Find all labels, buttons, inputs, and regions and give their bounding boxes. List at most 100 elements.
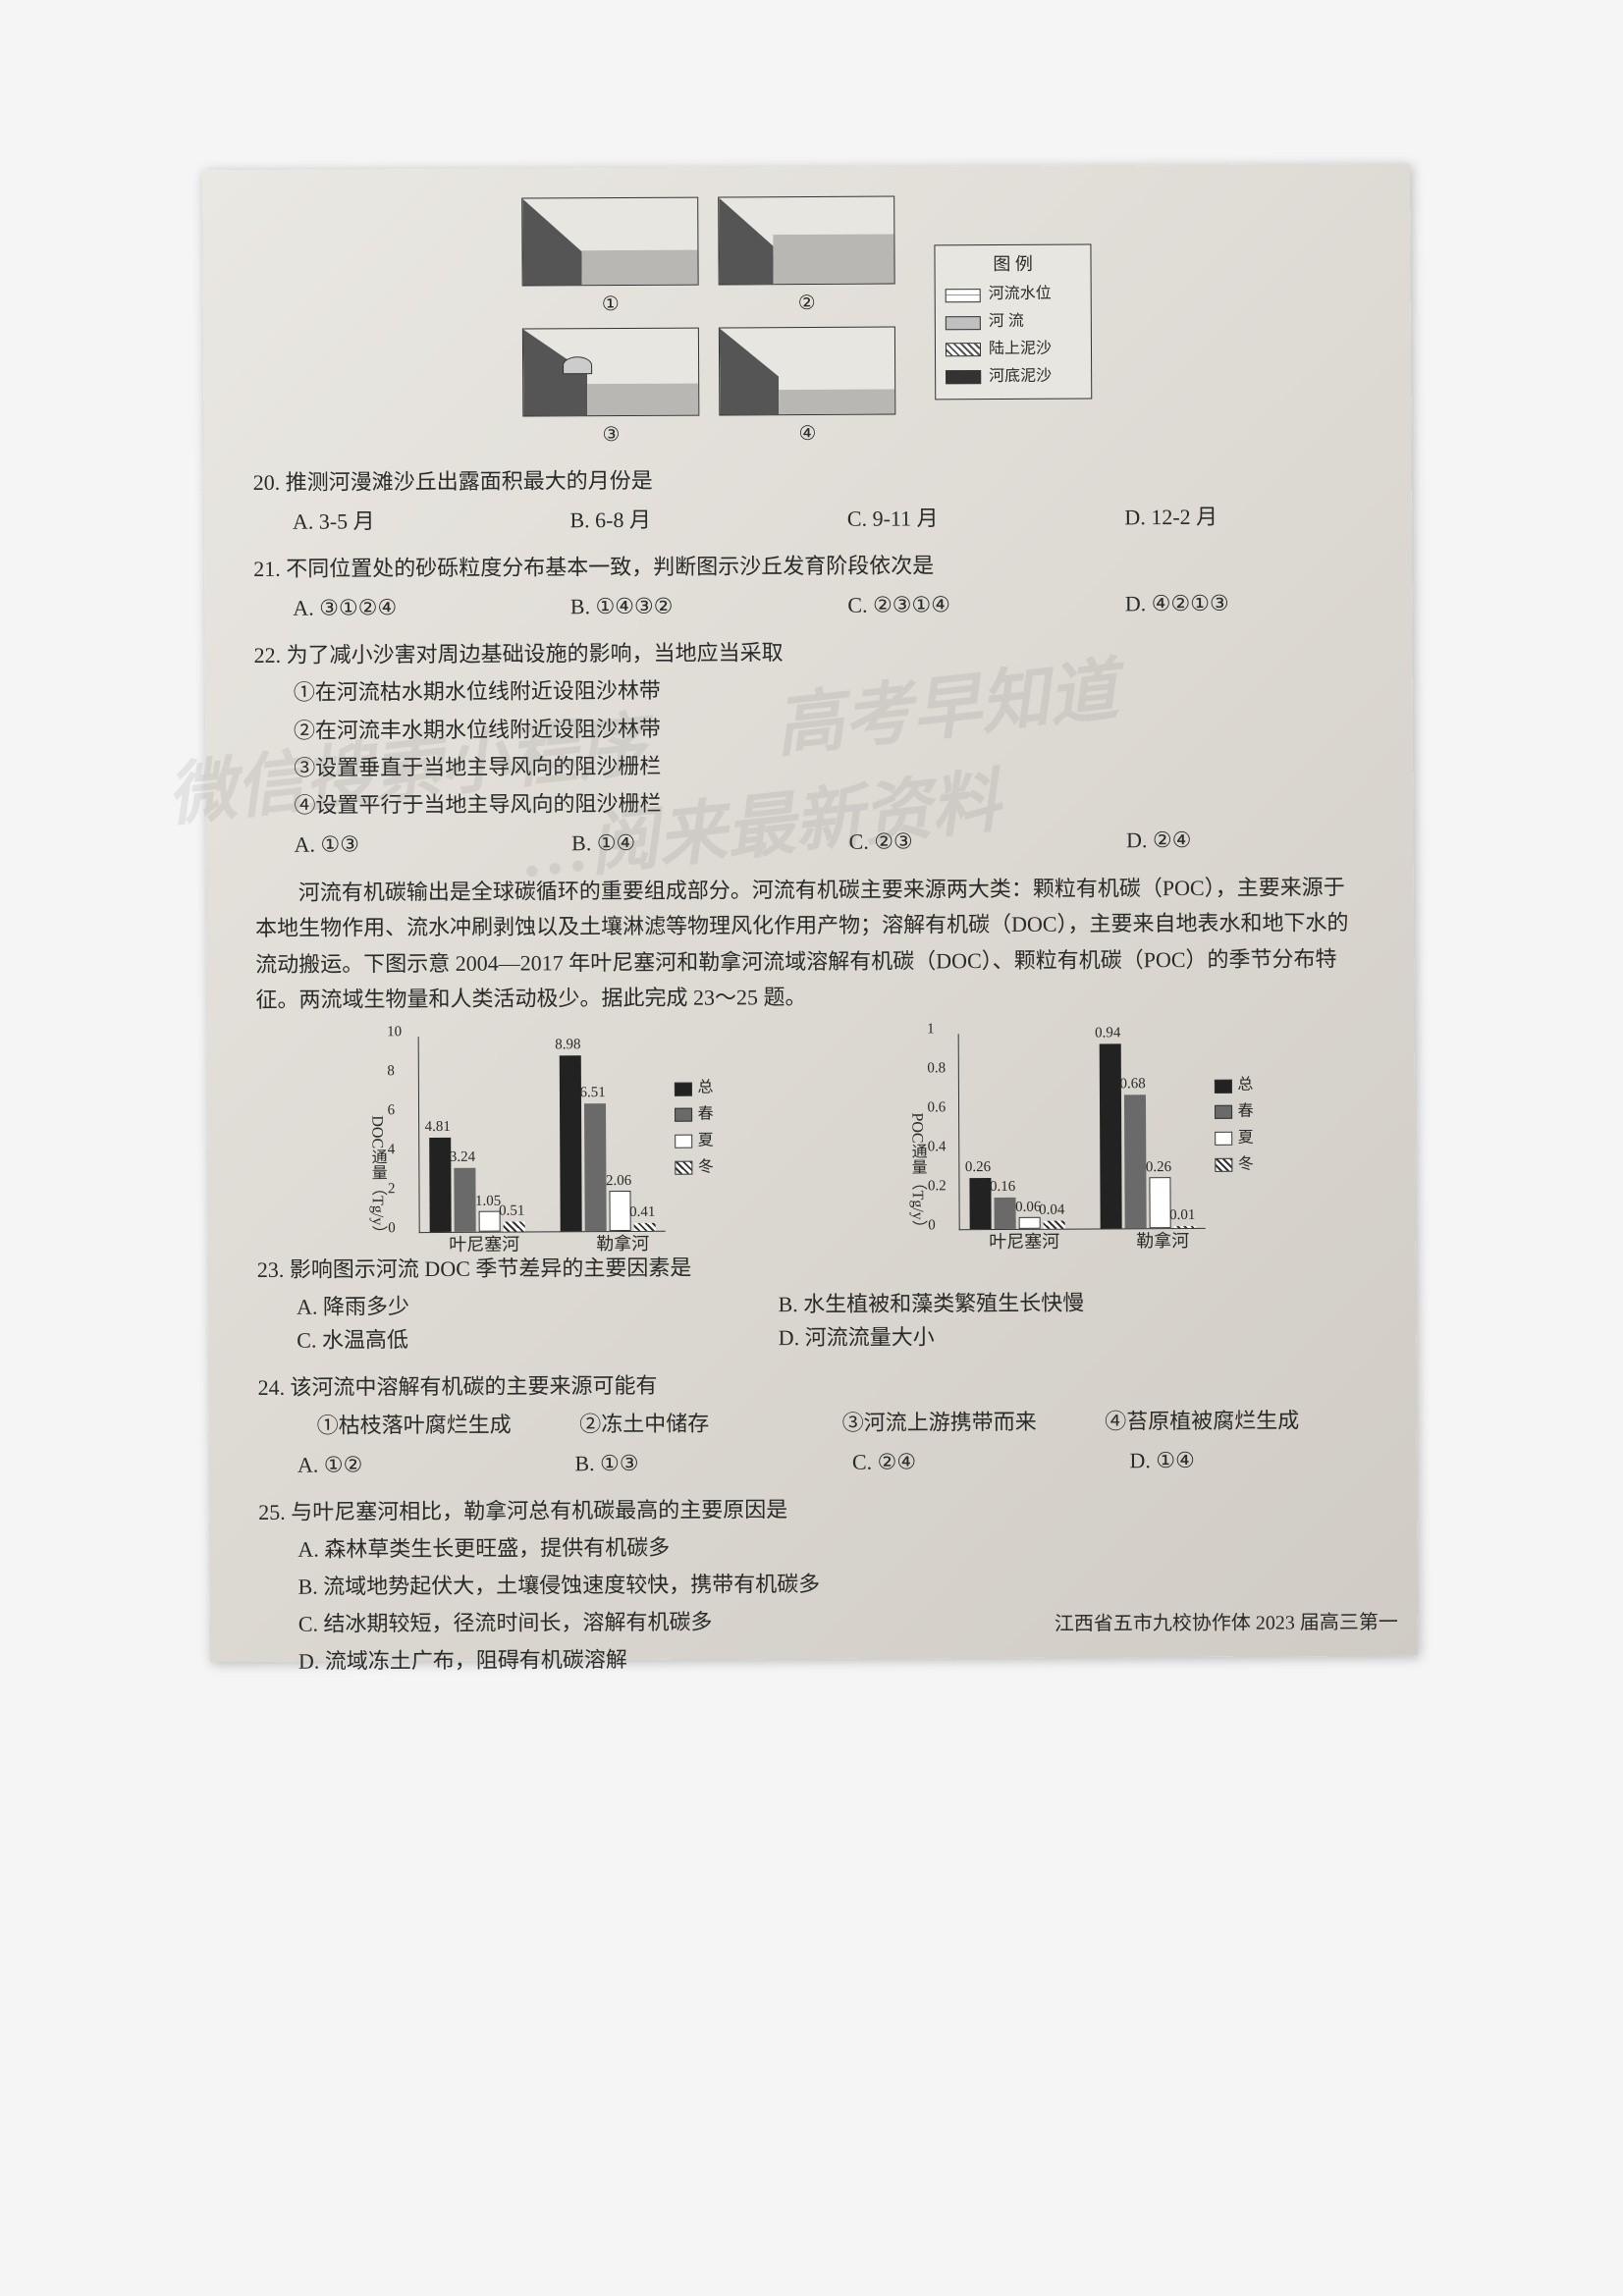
- chart-bar: 2.06: [609, 1191, 630, 1231]
- option-B: B. 水生植被和藻类繁殖生长快慢: [779, 1285, 1368, 1321]
- question-20: 20. 推测河漫滩沙丘出露面积最大的月份是 A. 3-5 月 B. 6-8 月 …: [253, 460, 1363, 539]
- sub-option: ①枯枝落叶腐烂生成: [317, 1408, 580, 1442]
- bar-value-label: 0.01: [1169, 1204, 1195, 1227]
- legend-swatch: [946, 370, 981, 384]
- chart-bar: 0.68: [1123, 1095, 1146, 1228]
- option-A: A. ①②: [298, 1447, 536, 1481]
- bar-value-label: 6.51: [579, 1082, 605, 1104]
- legend-swatch: [1215, 1079, 1232, 1093]
- question-stem: 22. 为了减小沙害对周边基础设施的影响，当地应当采取: [254, 633, 1364, 672]
- bar-group: 0.260.160.060.04叶尼塞河0.940.680.260.01勒拿河0…: [957, 1033, 1205, 1230]
- bar-value-label: 0.94: [1095, 1022, 1120, 1044]
- chart-bar: 0.51: [503, 1221, 524, 1231]
- bar-group-label: 叶尼塞河: [449, 1232, 519, 1259]
- sub-option: ③设置垂直于当地主导风向的阻沙栅栏: [254, 746, 1364, 785]
- question-25: 25. 与叶尼塞河相比，勒拿河总有机碳最高的主要原因是 A. 森林草类生长更旺盛…: [258, 1490, 1369, 1679]
- passage-text: 河流有机碳输出是全球碳循环的重要组成部分。河流有机碳主要来源两大类：颗粒有机碳（…: [255, 870, 1366, 1018]
- chart-bar: 8.98: [559, 1055, 581, 1232]
- chart-bar: 0.26: [969, 1178, 991, 1229]
- legend-label: 夏: [1238, 1126, 1254, 1150]
- legend-item: 陆上泥沙: [946, 337, 1081, 362]
- legend-swatch: [676, 1108, 693, 1122]
- bar-group-label: 勒拿河: [596, 1231, 649, 1258]
- legend-label: 春: [1237, 1100, 1253, 1125]
- bar-value-label: 0.26: [965, 1156, 991, 1179]
- sub-option: ②在河流丰水期水位线附近设阻沙林带: [254, 709, 1364, 748]
- question-22: 22. 为了减小沙害对周边基础设施的影响，当地应当采取 ①在河流枯水期水位线附近…: [254, 633, 1365, 861]
- option-C: C. ②③①④: [847, 588, 1086, 622]
- sub-option: ③河流上游携带而来: [842, 1405, 1106, 1439]
- option-C: C. ②④: [852, 1444, 1091, 1478]
- option-C: C. 水温高低: [297, 1321, 779, 1358]
- legend-swatch: [1216, 1105, 1233, 1119]
- legend-item: 总: [675, 1077, 713, 1101]
- legend-swatch: [676, 1135, 693, 1148]
- diagram-group-left: ① ② ③: [521, 196, 895, 452]
- legend-item: 夏: [1216, 1126, 1254, 1150]
- diagram-4: ④: [719, 327, 896, 451]
- option-D: D. 河流流量大小: [779, 1318, 1368, 1355]
- bar-value-label: 8.98: [555, 1034, 580, 1056]
- sub-option: ④苔原植被腐烂生成: [1105, 1404, 1368, 1438]
- y-tick: 4: [388, 1139, 396, 1161]
- option-A: A. 降雨多少: [297, 1288, 779, 1324]
- chart-bar: 0.94: [1099, 1043, 1121, 1228]
- diagram-legend: 图 例 河流水位 河 流 陆上泥沙 河底泥沙: [934, 244, 1092, 400]
- bar-value-label: 0.04: [1039, 1200, 1064, 1222]
- option-D: D. ②④: [1126, 823, 1365, 857]
- y-tick: 0.4: [928, 1136, 947, 1158]
- y-tick: 0.2: [928, 1175, 947, 1198]
- option-D: D. 流域冻土广布，阻碍有机碳溶解: [259, 1639, 1369, 1679]
- legend-label: 夏: [698, 1129, 714, 1153]
- chart-bar: 0.04: [1043, 1221, 1064, 1229]
- bar-value-label: 2.06: [606, 1170, 631, 1193]
- option-C: C. 9-11 月: [847, 502, 1086, 536]
- bar-value-label: 0.06: [1015, 1197, 1041, 1219]
- y-tick: 1: [927, 1018, 935, 1041]
- diagram-row: ① ② ③: [251, 193, 1362, 453]
- legend-item: 春: [675, 1102, 713, 1127]
- legend-item: 冬: [676, 1155, 714, 1180]
- legend-item: 河流水位: [946, 283, 1081, 308]
- chart-bar: 1.05: [478, 1211, 500, 1232]
- y-tick: 8: [387, 1060, 395, 1083]
- bar-value-label: 0.51: [499, 1200, 524, 1222]
- charts-row: DOC通量（Tg/y） 4.813.241.050.51叶尼塞河8.986.51…: [296, 1032, 1327, 1233]
- legend-label: 冬: [1238, 1152, 1254, 1177]
- legend-swatch: [675, 1082, 692, 1095]
- exam-page: ① ② ③: [202, 164, 1418, 1662]
- bar-value-label: 3.24: [450, 1147, 475, 1169]
- legend-swatch: [946, 343, 981, 356]
- option-A: A. 森林草类生长更旺盛，提供有机碳多: [258, 1527, 1368, 1567]
- bar-group-label: 叶尼塞河: [989, 1229, 1059, 1256]
- option-D: D. ①④: [1129, 1443, 1368, 1477]
- option-B: B. 流域地势起伏大，土壤侵蚀速度较快，携带有机碳多: [258, 1565, 1368, 1604]
- legend-swatch: [1216, 1132, 1233, 1146]
- option-D: D. ④②①③: [1125, 586, 1364, 620]
- option-B: B. ①③: [574, 1446, 813, 1480]
- question-23: 23. 影响图示河流 DOC 季节差异的主要因素是 A. 降雨多少 B. 水生植…: [257, 1248, 1368, 1358]
- legend-swatch: [946, 316, 981, 330]
- question-21: 21. 不同位置处的砂砾粒度分布基本一致，判断图示沙丘发育阶段依次是 A. ③①…: [253, 547, 1363, 625]
- sub-option: ①在河流枯水期水位线附近设阻沙林带: [254, 671, 1364, 711]
- chart-legend: 总春夏冬: [675, 1075, 714, 1182]
- legend-item: 春: [1215, 1100, 1253, 1125]
- chart-legend: 总春夏冬: [1215, 1072, 1254, 1179]
- y-tick: 0: [928, 1214, 936, 1237]
- question-stem: 24. 该河流中溶解有机碳的主要来源可能有: [257, 1365, 1367, 1405]
- option-D: D. 12-2 月: [1124, 500, 1363, 534]
- option-B: B. ①④③②: [570, 589, 809, 623]
- sub-option: ②冻土中储存: [579, 1406, 842, 1440]
- legend-item: 冬: [1216, 1152, 1254, 1177]
- y-tick: 10: [387, 1021, 402, 1043]
- question-stem: 21. 不同位置处的砂砾粒度分布基本一致，判断图示沙丘发育阶段依次是: [253, 547, 1363, 586]
- bar-value-label: 0.41: [629, 1201, 655, 1224]
- y-tick: 0.6: [927, 1096, 946, 1119]
- diagram-3: ③: [522, 328, 700, 452]
- bar-value-label: 0.16: [990, 1176, 1015, 1199]
- chart-bar: 0.06: [1018, 1217, 1040, 1229]
- option-C: C. ②③: [849, 824, 1088, 858]
- bar-value-label: 4.81: [425, 1116, 451, 1139]
- chart-bar: 6.51: [584, 1103, 607, 1231]
- chart-bar: 3.24: [454, 1168, 475, 1232]
